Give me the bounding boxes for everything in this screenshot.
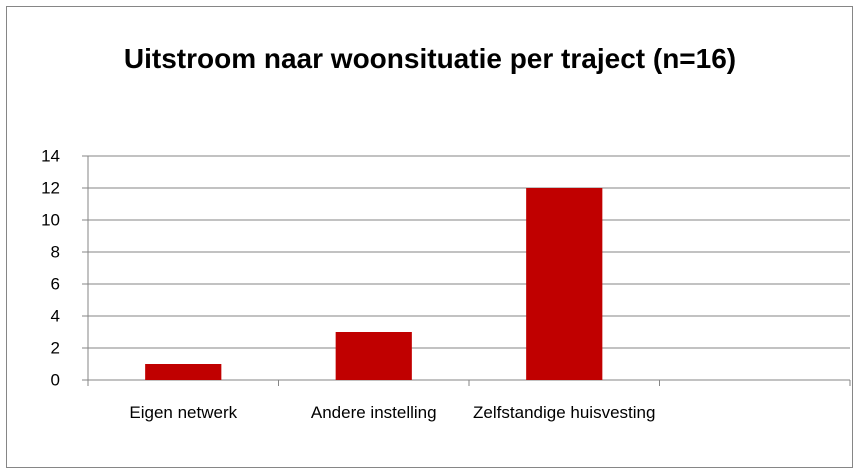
x-tick-label: Andere instelling: [310, 403, 437, 422]
chart-frame: [6, 6, 853, 468]
y-tick-label: 14: [41, 146, 60, 165]
bar: [335, 332, 412, 380]
y-tick-label: 10: [41, 210, 60, 229]
bar: [526, 188, 603, 380]
y-tick-label: 2: [51, 338, 60, 357]
y-tick-label: 8: [51, 242, 60, 261]
y-tick-label: 4: [51, 306, 60, 325]
y-tick-label: 12: [41, 178, 60, 197]
x-tick-label: Zelfstandige huisvesting: [473, 403, 656, 422]
y-tick-label: 0: [51, 370, 60, 389]
x-tick-label: Eigen netwerk: [129, 403, 238, 422]
chart-title: Uitstroom naar woonsituatie per traject …: [123, 43, 737, 74]
bar: [145, 364, 222, 380]
y-tick-label: 6: [51, 274, 60, 293]
